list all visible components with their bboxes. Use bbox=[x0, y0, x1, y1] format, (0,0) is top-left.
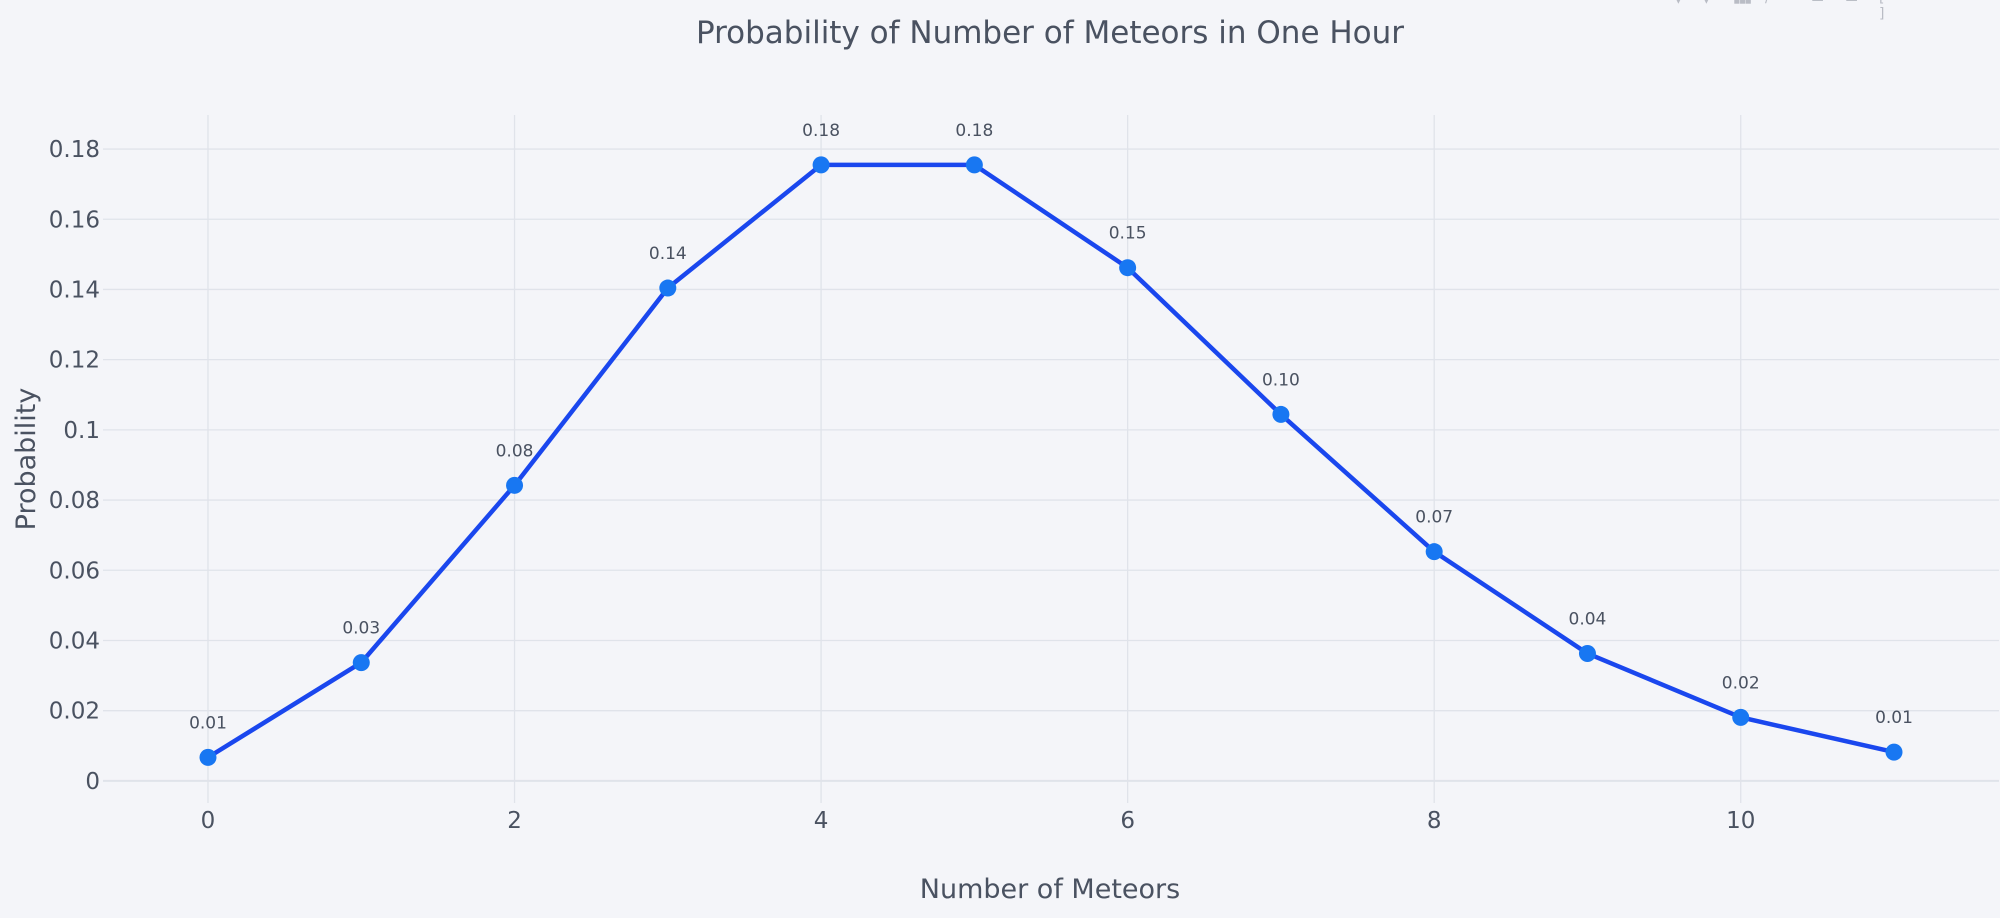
y-tick-label: 0.18 bbox=[49, 137, 100, 163]
zoom-in-icon[interactable]: ▬ bbox=[1811, 0, 1824, 6]
pan-icon[interactable]: ▮▮▮ bbox=[1733, 0, 1752, 6]
x-tick-label: 6 bbox=[1120, 808, 1135, 834]
y-tick-label: 0.02 bbox=[49, 699, 100, 725]
data-point-label: 0.01 bbox=[189, 713, 227, 733]
data-point-label: 0.04 bbox=[1569, 609, 1607, 629]
data-point-marker[interactable] bbox=[352, 654, 370, 672]
data-point-marker[interactable] bbox=[506, 476, 524, 494]
data-point-marker[interactable] bbox=[965, 156, 983, 174]
x-axis-ticks: 0 2 4 6 8 10 bbox=[201, 808, 1756, 834]
x-tick-label: 4 bbox=[814, 808, 829, 834]
camera-icon[interactable]: ▼ bbox=[1673, 0, 1684, 6]
data-point-marker[interactable] bbox=[1119, 259, 1137, 277]
data-point-marker[interactable] bbox=[812, 156, 830, 174]
data-point-marker[interactable] bbox=[1885, 743, 1903, 761]
y-tick-label: 0.12 bbox=[49, 348, 100, 374]
chart-title: Probability of Number of Meteors in One … bbox=[696, 15, 1404, 51]
x-axis-title: Number of Meteors bbox=[920, 874, 1180, 905]
y-tick-label: 0.16 bbox=[49, 207, 100, 233]
data-point-label: 0.15 bbox=[1109, 224, 1147, 244]
x-tick-label: 8 bbox=[1427, 808, 1442, 834]
data-point-label: 0.18 bbox=[802, 121, 840, 141]
x-gridlines bbox=[207, 115, 1742, 803]
data-point-marker[interactable] bbox=[1732, 708, 1750, 726]
data-point-label: 0.01 bbox=[1875, 708, 1913, 728]
zoom-icon[interactable]: ▼ bbox=[1701, 0, 1712, 6]
data-point-marker[interactable] bbox=[1425, 543, 1443, 561]
autoscale-icon[interactable]: [ ] bbox=[1879, 0, 1885, 22]
y-tick-label: 0.06 bbox=[49, 558, 100, 584]
y-tick-label: 0 bbox=[85, 769, 100, 795]
y-tick-label: 0.1 bbox=[63, 418, 100, 444]
y-tick-label: 0.04 bbox=[49, 628, 100, 654]
x-tick-label: 2 bbox=[507, 808, 522, 834]
data-point-label: 0.03 bbox=[342, 619, 380, 639]
data-series bbox=[199, 156, 1903, 766]
data-point-marker[interactable] bbox=[659, 279, 677, 297]
series-line bbox=[206, 162, 1895, 760]
lasso-icon[interactable]: / bbox=[1765, 0, 1770, 6]
x-tick-label: 10 bbox=[1726, 808, 1755, 834]
data-point-label: 0.08 bbox=[496, 441, 534, 461]
zoom-out-icon[interactable]: ▬ bbox=[1845, 0, 1858, 6]
data-point-label: 0.02 bbox=[1722, 673, 1760, 693]
data-point-label: 0.10 bbox=[1262, 370, 1300, 390]
data-point-label: 0.18 bbox=[955, 121, 993, 141]
data-point-label: 0.07 bbox=[1415, 508, 1453, 528]
y-tick-label: 0.14 bbox=[49, 277, 100, 303]
y-axis-ticks: 0 0.02 0.04 0.06 0.08 0.1 0.12 0.14 0.16 0.18 bbox=[49, 137, 100, 795]
x-tick-label: 0 bbox=[201, 808, 216, 834]
y-axis-title: Probability bbox=[11, 388, 42, 531]
data-point-label: 0.14 bbox=[649, 244, 687, 264]
data-point-marker[interactable] bbox=[199, 748, 217, 766]
data-point-marker[interactable] bbox=[1578, 644, 1596, 662]
data-point-marker[interactable] bbox=[1272, 405, 1290, 423]
y-gridlines bbox=[103, 148, 1999, 782]
data-labels: 0.01 0.03 0.08 0.14 0.18 0.18 0.15 0.10 0.07 0.04… bbox=[189, 121, 1913, 734]
y-tick-label: 0.08 bbox=[49, 488, 100, 514]
